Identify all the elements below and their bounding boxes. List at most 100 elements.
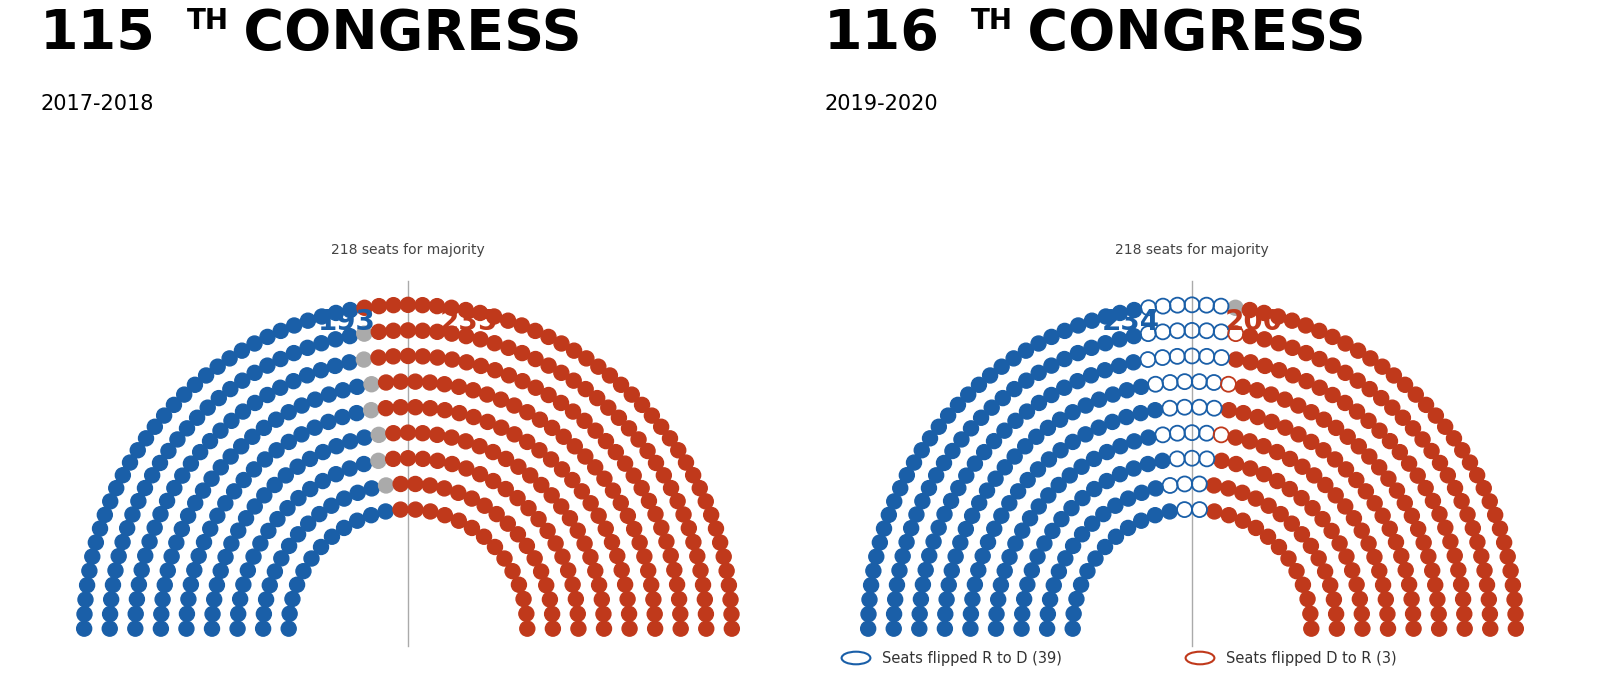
Circle shape <box>994 578 1008 592</box>
Circle shape <box>1285 340 1299 356</box>
Circle shape <box>237 473 251 487</box>
Circle shape <box>472 439 486 454</box>
Text: 2017-2018: 2017-2018 <box>40 94 154 115</box>
Circle shape <box>1098 336 1114 351</box>
Circle shape <box>560 563 576 578</box>
Circle shape <box>213 424 227 438</box>
Circle shape <box>1069 592 1083 606</box>
Circle shape <box>698 592 712 607</box>
Circle shape <box>312 507 326 522</box>
Circle shape <box>928 468 944 483</box>
Circle shape <box>256 421 272 435</box>
Circle shape <box>256 606 272 622</box>
Circle shape <box>430 350 445 365</box>
Circle shape <box>414 426 430 441</box>
Circle shape <box>544 488 558 503</box>
Circle shape <box>939 592 954 607</box>
Circle shape <box>1405 508 1419 524</box>
Circle shape <box>725 621 739 636</box>
Circle shape <box>1019 373 1034 389</box>
Circle shape <box>1496 535 1512 550</box>
Circle shape <box>597 471 611 486</box>
Circle shape <box>578 449 594 464</box>
Circle shape <box>1299 374 1314 388</box>
Text: 234: 234 <box>1101 308 1160 336</box>
Circle shape <box>1147 402 1163 418</box>
Circle shape <box>1242 302 1258 318</box>
Circle shape <box>342 461 357 476</box>
Circle shape <box>218 550 234 565</box>
Circle shape <box>686 468 701 483</box>
Circle shape <box>598 433 613 449</box>
Circle shape <box>1387 368 1402 383</box>
Circle shape <box>1350 343 1365 358</box>
Circle shape <box>592 578 606 592</box>
Circle shape <box>866 564 882 578</box>
Circle shape <box>1397 496 1413 510</box>
Circle shape <box>224 536 238 551</box>
Circle shape <box>1477 563 1493 578</box>
Circle shape <box>501 368 517 383</box>
Circle shape <box>1323 578 1338 593</box>
Circle shape <box>131 577 146 592</box>
Circle shape <box>1243 355 1258 370</box>
Circle shape <box>155 592 170 607</box>
Circle shape <box>597 621 611 636</box>
Circle shape <box>1029 429 1043 444</box>
Circle shape <box>328 305 344 321</box>
Circle shape <box>1141 456 1155 472</box>
Circle shape <box>1366 496 1382 511</box>
Circle shape <box>334 410 350 424</box>
Circle shape <box>1126 434 1142 449</box>
Circle shape <box>160 494 174 508</box>
Circle shape <box>267 564 282 579</box>
Circle shape <box>1274 507 1288 522</box>
Circle shape <box>123 455 138 470</box>
Circle shape <box>290 459 306 474</box>
Circle shape <box>1402 577 1416 592</box>
Circle shape <box>1256 439 1270 454</box>
Circle shape <box>147 520 162 536</box>
Circle shape <box>213 460 229 475</box>
Circle shape <box>1350 373 1365 389</box>
Circle shape <box>869 549 883 564</box>
Circle shape <box>1366 550 1382 565</box>
Circle shape <box>445 352 459 367</box>
Circle shape <box>429 299 445 314</box>
Circle shape <box>1074 578 1088 592</box>
Circle shape <box>1328 488 1342 503</box>
Circle shape <box>1285 313 1299 328</box>
Circle shape <box>1019 404 1035 419</box>
Circle shape <box>570 606 586 622</box>
Circle shape <box>1086 482 1102 496</box>
Circle shape <box>1312 351 1326 367</box>
Circle shape <box>328 358 342 373</box>
Circle shape <box>670 577 685 592</box>
Circle shape <box>1395 410 1411 426</box>
Circle shape <box>602 400 616 415</box>
Circle shape <box>342 434 358 449</box>
Circle shape <box>160 563 176 578</box>
Circle shape <box>205 471 219 486</box>
Circle shape <box>408 374 422 389</box>
Circle shape <box>554 336 570 351</box>
Circle shape <box>1474 549 1490 564</box>
Circle shape <box>888 592 902 607</box>
Circle shape <box>578 382 594 397</box>
Circle shape <box>1430 592 1445 607</box>
Circle shape <box>520 538 534 554</box>
Circle shape <box>134 563 149 578</box>
Circle shape <box>437 508 453 523</box>
Circle shape <box>1085 340 1099 356</box>
Circle shape <box>107 563 123 578</box>
Circle shape <box>1053 443 1069 458</box>
Circle shape <box>472 467 488 482</box>
Circle shape <box>1341 429 1355 444</box>
Circle shape <box>554 365 570 380</box>
Circle shape <box>613 496 629 510</box>
Circle shape <box>336 520 352 536</box>
Circle shape <box>709 521 723 536</box>
Circle shape <box>587 460 603 475</box>
Circle shape <box>635 398 650 412</box>
Circle shape <box>192 444 208 460</box>
